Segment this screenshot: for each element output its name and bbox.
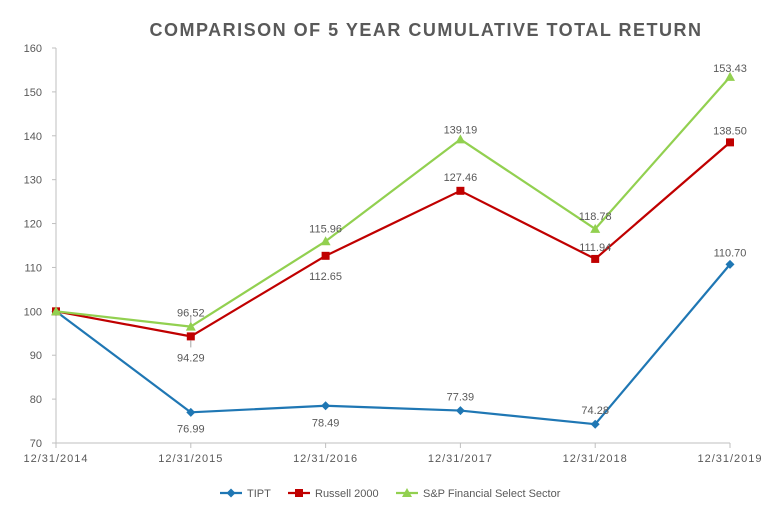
y-tick-label: 80 xyxy=(30,394,42,406)
data-label: 153.43 xyxy=(713,63,747,75)
y-tick-label: 150 xyxy=(24,87,42,99)
series-1-point-3 xyxy=(456,186,465,195)
legend-marker xyxy=(226,488,236,498)
y-tick-label: 130 xyxy=(24,175,42,187)
y-tick-label: 110 xyxy=(24,262,42,274)
x-tick-label: 12/31/2018 xyxy=(563,453,628,465)
data-label: 118.78 xyxy=(579,211,612,223)
data-label: 111.94 xyxy=(579,242,611,254)
y-tick-label: 70 xyxy=(30,438,42,450)
series-line-1 xyxy=(55,141,731,338)
data-label: 96.52 xyxy=(177,308,205,320)
series-0-point-1 xyxy=(186,407,196,417)
series-0-point-2 xyxy=(321,401,331,411)
legend-label: S&P Financial Select Sector xyxy=(423,488,561,500)
chart-title: COMPARISON OF 5 YEAR CUMULATIVE TOTAL RE… xyxy=(149,20,702,40)
x-tick-label: 12/31/2016 xyxy=(293,453,358,465)
series-lines xyxy=(51,71,735,429)
data-label: 115.96 xyxy=(309,223,342,235)
data-label: 127.46 xyxy=(444,172,478,184)
data-label: 76.99 xyxy=(177,423,205,435)
y-tick-label: 140 xyxy=(24,131,42,143)
series-2-point-4 xyxy=(590,223,601,233)
series-0-point-5 xyxy=(725,259,735,269)
legend-label: Russell 2000 xyxy=(315,488,379,500)
series-2-point-5 xyxy=(725,71,735,81)
legend: TIPT Russell 2000 S&P Financial Select Sec… xyxy=(220,488,561,500)
x-tick-label: 12/31/2015 xyxy=(158,453,223,465)
data-labels: 76.99 78.49 77.39 74.28 110.70 94.29 112.65 127… xyxy=(177,63,747,435)
data-label: 74.28 xyxy=(581,405,609,417)
series-2-point-1 xyxy=(185,321,196,331)
data-label: 77.39 xyxy=(447,392,475,404)
series-1-point-4 xyxy=(591,254,600,263)
data-label: 139.19 xyxy=(444,124,478,136)
series-line-2 xyxy=(55,76,731,328)
series-1-point-1 xyxy=(186,332,195,341)
data-label: 110.70 xyxy=(714,247,747,259)
x-tick-label: 12/31/2014 xyxy=(23,453,88,465)
series-0-point-4 xyxy=(590,419,600,429)
y-tick-label: 100 xyxy=(24,306,42,318)
series-2-point-3 xyxy=(455,134,466,144)
series-line-0 xyxy=(55,263,731,426)
y-tick-label: 160 xyxy=(24,43,42,55)
data-label: 138.50 xyxy=(713,125,747,137)
axes: 70 80 90 100 110 120 130 140 150 160 12/31/2014 12/… xyxy=(23,43,762,465)
x-tick-label: 12/31/2019 xyxy=(697,453,762,465)
legend-label: TIPT xyxy=(247,488,271,500)
legend-marker xyxy=(295,489,303,497)
data-label: 112.65 xyxy=(309,271,342,283)
series-1-point-5 xyxy=(726,138,734,147)
series-0-point-3 xyxy=(455,406,465,416)
series-2-point-2 xyxy=(320,236,331,246)
data-label: 78.49 xyxy=(312,418,340,430)
series-2-point-0 xyxy=(51,306,61,316)
y-tick-label: 90 xyxy=(30,350,42,362)
x-tick-label: 12/31/2017 xyxy=(428,453,493,465)
legend-marker xyxy=(402,488,412,497)
y-tick-label: 120 xyxy=(24,219,42,231)
data-label: 94.29 xyxy=(177,352,205,364)
series-1-point-2 xyxy=(321,251,330,260)
